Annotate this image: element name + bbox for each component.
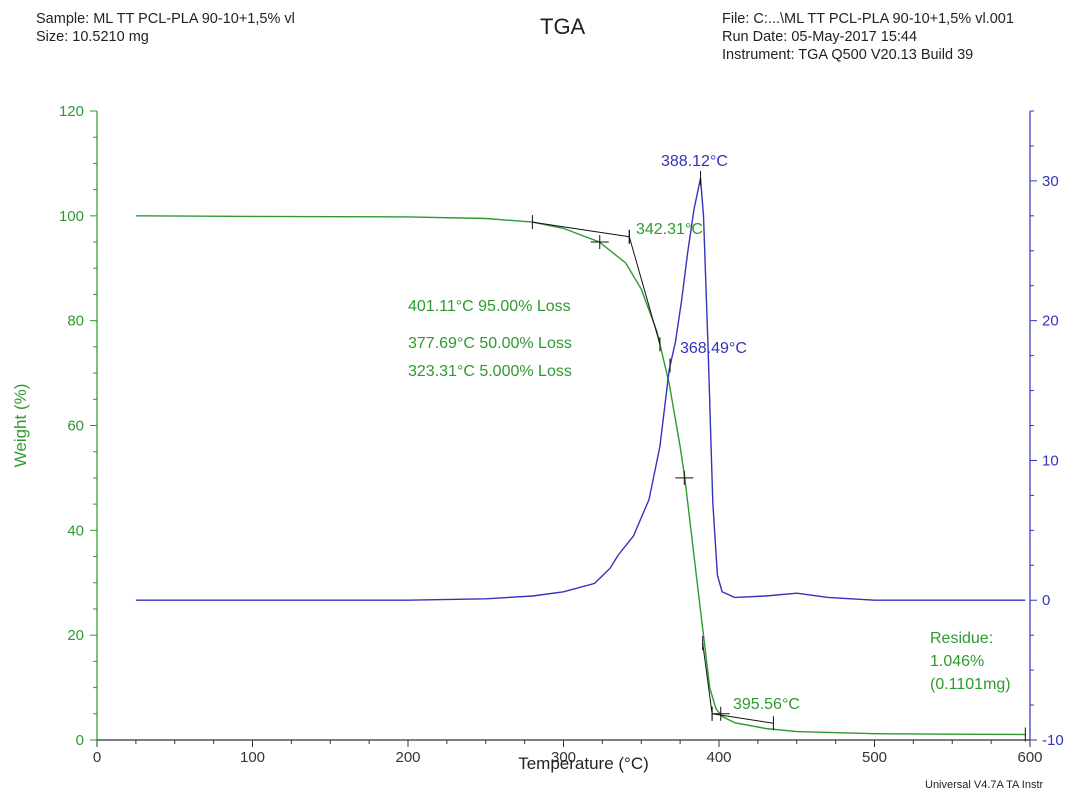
y-tick-label: 80: [67, 313, 84, 330]
axes: 0 100 200 300 400 500 600 0 20 40 60 80 100 120 -10 0 10…: [11, 103, 1064, 773]
derivative-weight-line: [135, 177, 1026, 601]
annotation-layer: 388.12°C 342.31°C 368.49°C 401.11°C 95.00% …: [408, 153, 1026, 742]
x-tick-label: 200: [395, 749, 420, 766]
header-left: Sample: ML TT PCL-PLA 90-10+1,5% vl Size…: [36, 10, 295, 46]
sample-name: Sample: ML TT PCL-PLA 90-10+1,5% vl: [36, 11, 295, 27]
y-tick-label: 100: [59, 208, 84, 225]
tangent-line: [702, 642, 713, 714]
y-tick-label: 0: [76, 732, 84, 749]
y-tick-label: 20: [67, 627, 84, 644]
x-tick-label: 600: [1017, 749, 1042, 766]
annotation-label: 401.11°C 95.00% Loss: [408, 298, 571, 315]
annotation-label: 323.31°C 5.000% Loss: [408, 363, 572, 380]
y-tick-label: 120: [59, 103, 84, 120]
x-tick-label: 400: [706, 749, 731, 766]
annotation-label: 395.56°C: [733, 696, 800, 713]
sample-size: Size: 10.5210 mg: [36, 29, 149, 45]
instrument: Instrument: TGA Q500 V20.13 Build 39: [722, 47, 974, 63]
chart-title: TGA: [540, 14, 586, 39]
run-date: Run Date: 05-May-2017 15:44: [722, 29, 918, 45]
y-tick-label: 60: [67, 418, 84, 435]
annotation-label: 342.31°C: [636, 221, 703, 238]
y2-tick-label: 20: [1042, 313, 1059, 330]
y2-tick-label: 30: [1042, 173, 1059, 190]
tangent-line: [712, 713, 774, 724]
tangent-line: [532, 221, 630, 238]
y-tick-label: 40: [67, 522, 84, 539]
annotation-label: (0.1101mg): [930, 676, 1011, 693]
header-right: File: C:...\ML TT PCL-PLA 90-10+1,5% vl.…: [722, 10, 1014, 64]
y2-tick-label: -10: [1042, 732, 1064, 749]
series-layer: [135, 177, 1026, 736]
x-axis-label: Temperature (°C): [518, 754, 649, 773]
x-tick-label: 300: [551, 749, 576, 766]
y2-tick-label: 10: [1042, 452, 1059, 469]
file-name: File: C:...\ML TT PCL-PLA 90-10+1,5% vl.…: [722, 11, 1014, 27]
weight-line: [135, 215, 1026, 736]
annotation-label: Residue:: [930, 630, 993, 647]
x-tick-label: 0: [93, 749, 101, 766]
x-tick-label: 500: [862, 749, 887, 766]
annotation-label: 377.69°C 50.00% Loss: [408, 335, 572, 352]
annotation-label: 1.046%: [930, 653, 984, 670]
y2-tick-label: 0: [1042, 592, 1050, 609]
software-version: Universal V4.7A TA Instr: [925, 779, 1044, 791]
annotation-label: 368.49°C: [680, 340, 747, 357]
x-tick-label: 100: [240, 749, 265, 766]
annotation-label: 388.12°C: [661, 153, 728, 170]
y-axis-label: Weight (%): [11, 384, 30, 468]
tangent-line: [628, 236, 661, 345]
